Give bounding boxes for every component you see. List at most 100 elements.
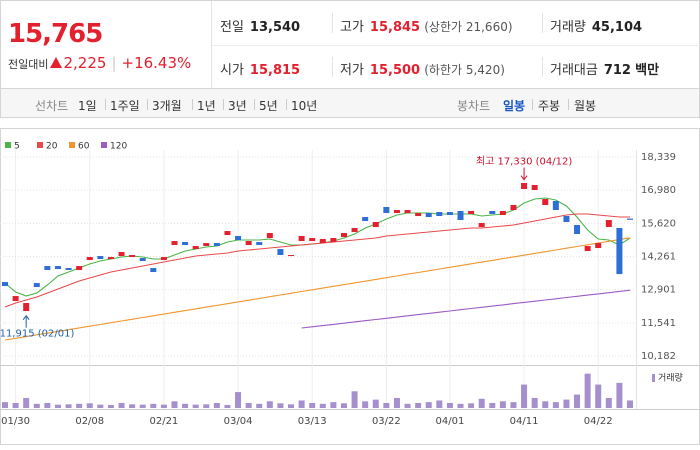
candle-body: [605, 220, 612, 228]
candle-body: [235, 236, 242, 241]
tab-separator: [223, 99, 224, 110]
candle-tab[interactable]: 월봉: [574, 99, 597, 113]
candle-body: [213, 243, 220, 247]
candle-body: [192, 246, 199, 250]
candle-body: [171, 241, 178, 246]
volume-bar: [468, 403, 475, 408]
volume-bar: [171, 401, 178, 408]
item-value: 15,500: [369, 63, 421, 78]
period-tab[interactable]: 10년: [291, 99, 318, 113]
candle-body: [150, 268, 157, 273]
period-tab[interactable]: 1년: [197, 99, 216, 113]
arrow-head: [22, 314, 30, 321]
tab-separator: [105, 99, 106, 110]
change: 전일대비 2,225 | +16.43%: [8, 54, 191, 72]
y-tick-label: 10,182: [641, 351, 676, 362]
annotation: 최저 11,915 (02/01): [0, 328, 74, 340]
row-divider: [212, 45, 700, 46]
y-tick-label: 15,620: [641, 218, 676, 229]
candle-body: [309, 238, 316, 242]
volume-bar: [139, 404, 146, 408]
frame: [0, 128, 700, 445]
legend-swatch: [652, 374, 655, 382]
volume-bar: [107, 404, 114, 408]
candle-body: [393, 210, 400, 214]
volume-bar: [86, 403, 93, 408]
tab-bar: 선차트 1일 1주일 3개월 1년 3년 5년 10년 봉차트 일봉 주봉 월봉: [0, 88, 700, 118]
volume-bar: [595, 384, 602, 408]
quote-item: 시가 15,815: [220, 59, 300, 78]
volume-bar: [256, 403, 263, 408]
x-tick-label: 03/13: [298, 416, 327, 427]
volume-bar: [182, 403, 189, 408]
volume-bar: [531, 397, 538, 408]
volume-bar: [129, 404, 136, 408]
volume-bar: [340, 403, 347, 408]
candle-body: [203, 243, 210, 247]
volume-bar: [12, 402, 19, 408]
candle-body: [425, 213, 432, 218]
period-tab[interactable]: 1주일: [110, 99, 140, 113]
candle-body: [139, 258, 146, 262]
item-extra: (하한가 5,420): [424, 63, 505, 77]
candle-body: [542, 199, 549, 206]
candle-body: [298, 236, 305, 242]
item-label: 거래량: [550, 20, 586, 35]
current-price: 15,765: [8, 19, 103, 49]
volume-bar: [224, 404, 231, 408]
candle-body: [12, 296, 19, 302]
legend-swatch: [69, 142, 75, 148]
candle-body: [54, 266, 61, 270]
candle-body: [319, 239, 326, 244]
volume-bar: [277, 403, 284, 408]
volume-bar: [192, 404, 199, 408]
volume-bar: [203, 404, 210, 408]
volume-bar: [97, 404, 104, 408]
candle-tab[interactable]: 일봉: [503, 99, 526, 113]
volume-bar: [213, 402, 220, 408]
legend-swatch: [5, 142, 11, 148]
candle-tab[interactable]: 주봉: [538, 99, 561, 113]
period-tab[interactable]: 1일: [78, 99, 97, 113]
candle-body: [160, 257, 167, 261]
period-tab[interactable]: 3개월: [152, 99, 182, 113]
divider: [332, 57, 333, 77]
candle-body: [499, 211, 506, 216]
volume-bar: [160, 404, 167, 408]
divider: [332, 13, 333, 33]
volume-bar: [605, 397, 612, 408]
candle-body: [245, 241, 252, 246]
period-tab[interactable]: 5년: [259, 99, 278, 113]
tab-separator: [147, 99, 148, 110]
candle-body: [86, 257, 93, 261]
volume-bar: [404, 403, 411, 408]
candle-body: [118, 252, 125, 257]
volume-bar: [552, 402, 559, 408]
change-value: 2,225: [63, 54, 107, 72]
legend-label: 60: [78, 142, 90, 152]
volume-bar: [245, 402, 252, 408]
legend-label: 120: [110, 142, 127, 152]
legend-label: 거래량: [658, 372, 683, 384]
volume-bar: [330, 402, 337, 408]
candle-body: [531, 185, 538, 191]
item-label: 고가: [340, 20, 364, 35]
volume-bar: [574, 394, 581, 408]
item-value: 15,815: [249, 63, 301, 78]
candle-body: [552, 201, 559, 211]
x-tick-label: 03/04: [224, 416, 253, 427]
volume-bar: [54, 404, 61, 408]
legend-swatch: [37, 142, 43, 148]
volume-bar: [425, 402, 432, 408]
volume-bar: [627, 400, 633, 408]
period-tab[interactable]: 3년: [228, 99, 247, 113]
candle-body: [288, 255, 295, 257]
x-tick-label: 04/11: [510, 416, 539, 427]
volume-bar: [393, 397, 400, 408]
item-extra: (상한가 21,660): [424, 20, 513, 34]
y-tick-label: 16,980: [641, 185, 676, 196]
divider: [542, 13, 543, 33]
volume-bar: [415, 402, 422, 408]
candle-body: [107, 257, 114, 260]
tab-separator: [532, 99, 533, 110]
